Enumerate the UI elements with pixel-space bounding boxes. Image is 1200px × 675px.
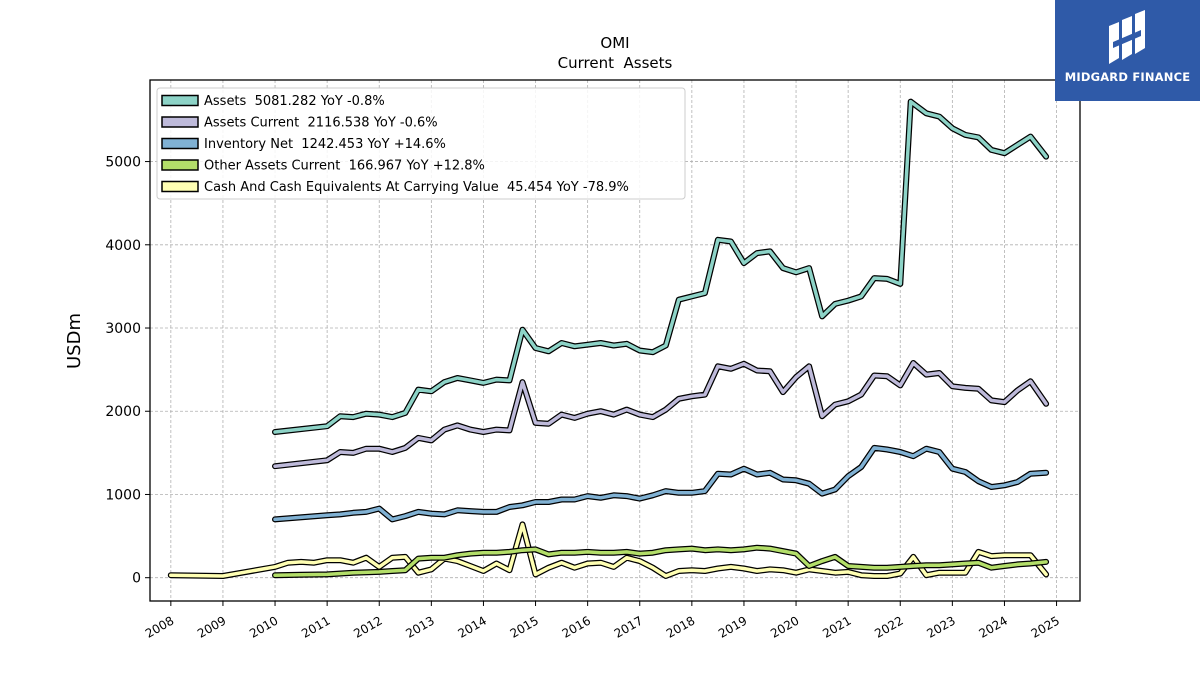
x-tick-label: 2023	[924, 613, 957, 640]
y-axis-label: USDm	[64, 313, 85, 369]
legend-label: Cash And Cash Equivalents At Carrying Va…	[204, 180, 629, 195]
x-tick-label: 2019	[716, 613, 749, 640]
y-tick-label: 5000	[105, 155, 141, 171]
y-tick-label: 1000	[105, 487, 141, 503]
logo-mark-icon	[1109, 10, 1145, 64]
legend-label: Other Assets Current 166.967 YoY +12.8%	[204, 159, 485, 174]
legend-label: Assets 5081.282 YoY -0.8%	[204, 94, 385, 109]
series-line	[273, 446, 1048, 522]
x-tick-label: 2024	[976, 613, 1009, 640]
x-tick-label: 2020	[768, 613, 801, 640]
x-tick-label: 2021	[820, 613, 853, 640]
x-tick-label: 2014	[455, 613, 488, 640]
y-tick-label: 3000	[105, 321, 141, 337]
legend-swatch	[161, 180, 199, 193]
x-axis: 2008 2009 2010 2011 2012 2013 2014 2015 2016 2017…	[143, 601, 1062, 641]
series-4	[167, 521, 1050, 579]
legend: Assets 5081.282 YoY -0.8% Assets Current …	[156, 87, 686, 200]
x-tick-label: 2012	[351, 613, 384, 640]
x-tick-label: 2018	[664, 613, 697, 640]
chart-title: OMI	[600, 34, 629, 52]
y-tick-label: 2000	[105, 404, 141, 420]
legend-label: Inventory Net 1242.453 YoY +14.6%	[204, 137, 446, 152]
y-tick-label: 4000	[105, 238, 141, 254]
y-tick-label: 0	[132, 571, 141, 587]
series-line-outline	[272, 444, 1050, 523]
legend-box	[156, 87, 686, 200]
series-0	[272, 98, 1050, 435]
series-line	[169, 522, 1048, 578]
legend-swatch	[161, 94, 199, 107]
legend-swatch	[161, 116, 199, 128]
x-tick-label: 2010	[247, 613, 280, 640]
series-layer	[167, 98, 1050, 579]
series-line	[273, 545, 1048, 577]
x-tick-label: 2015	[508, 613, 541, 640]
x-tick-label: 2013	[403, 613, 436, 640]
legend-label: Assets Current 2116.538 YoY -0.6%	[204, 116, 438, 131]
series-line	[273, 99, 1048, 434]
legend-swatch	[161, 137, 199, 150]
logo-text: MIDGARD FINANCE	[1064, 70, 1191, 84]
x-tick-label: 2011	[299, 613, 332, 640]
brand-logo: MIDGARD FINANCE	[1055, 0, 1200, 101]
x-tick-label: 2016	[560, 613, 593, 640]
plot-frame	[149, 79, 1081, 602]
x-tick-label: 2025	[1029, 613, 1062, 640]
y-axis: 0 1000 2000 3000 4000 5000	[105, 155, 150, 587]
x-tick-label: 2022	[872, 613, 905, 640]
series-line	[273, 361, 1048, 468]
series-3	[272, 544, 1050, 579]
x-tick-label: 2008	[143, 613, 176, 640]
series-1	[272, 360, 1050, 470]
series-2	[272, 444, 1050, 523]
chart-subtitle: Current Assets	[558, 54, 673, 72]
legend-swatch	[161, 159, 199, 171]
x-tick-label: 2017	[612, 613, 645, 640]
x-tick-label: 2009	[195, 613, 228, 640]
